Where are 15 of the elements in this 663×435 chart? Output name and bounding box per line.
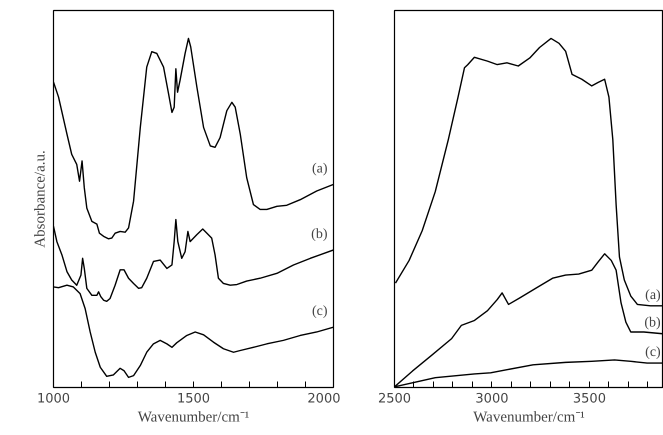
series-label: (b): [311, 226, 328, 242]
y-axis-title: Absorbance/a.u.: [32, 150, 48, 248]
series-label: (c): [645, 345, 662, 360]
x-tick-label: 3500: [572, 392, 606, 406]
x-axis-title: Wavenumber/cm⁻¹: [138, 410, 250, 426]
x-tick-label: 1500: [176, 392, 210, 406]
series-label: (b): [644, 316, 662, 331]
x-tick-label: 2500: [378, 392, 412, 406]
series-label: (c): [312, 304, 328, 320]
x-tick-label: 1000: [36, 392, 70, 406]
x-tick-label: 3000: [475, 392, 509, 406]
series-label: (a): [645, 288, 662, 303]
x-axis-title: Wavenumber/cm⁻¹: [473, 410, 585, 426]
x-tick-label: 2000: [307, 392, 341, 406]
series-label: (a): [312, 161, 328, 176]
